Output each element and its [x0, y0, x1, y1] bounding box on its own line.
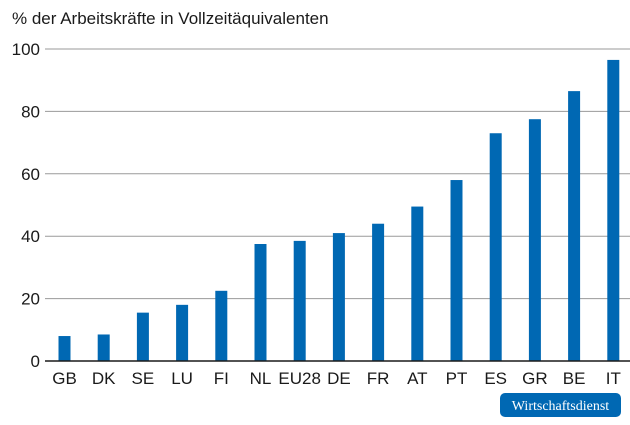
- x-axis-tick-labels: GB DK SE LU FI NL EU28 DE FR AT PT ES GR BE IT: [52, 369, 621, 388]
- x-tick-label-es: ES: [484, 369, 507, 388]
- x-tick-label-se: SE: [132, 369, 155, 388]
- y-tick-label-80: 80: [21, 102, 40, 121]
- bar-gb: [58, 336, 71, 361]
- bar-lu: [176, 304, 189, 361]
- bar-fr: [372, 223, 385, 361]
- x-tick-label-gb: GB: [52, 369, 77, 388]
- x-tick-label-de: DE: [327, 369, 351, 388]
- bar-fi: [215, 290, 228, 361]
- x-tick-label-be: BE: [563, 369, 586, 388]
- x-tick-label-dk: DK: [92, 369, 116, 388]
- bar-gr: [528, 119, 541, 361]
- chart-title: % der Arbeitskräfte in Vollzeitäquivalen…: [12, 9, 329, 28]
- bar-be: [568, 91, 581, 362]
- y-tick-label-40: 40: [21, 227, 40, 246]
- bar-at: [411, 206, 424, 361]
- x-tick-label-pt: PT: [446, 369, 468, 388]
- y-axis-tick-labels: 0 20 40 60 80 100: [12, 40, 40, 371]
- bar-es: [489, 133, 502, 361]
- badge-background: [500, 393, 621, 417]
- y-tick-label-20: 20: [21, 290, 40, 309]
- bar-pt: [450, 180, 463, 361]
- bar-de: [332, 233, 345, 361]
- y-tick-label-0: 0: [31, 352, 40, 371]
- x-tick-label-nl: NL: [250, 369, 272, 388]
- bar-se: [136, 312, 149, 361]
- y-tick-label-60: 60: [21, 165, 40, 184]
- x-tick-label-eu28: EU28: [278, 369, 321, 388]
- bars: [58, 59, 620, 362]
- x-tick-label-gr: GR: [522, 369, 548, 388]
- badge-label: Wirtschaftsdienst: [512, 399, 610, 414]
- x-tick-label-fr: FR: [367, 369, 390, 388]
- y-tick-label-100: 100: [12, 40, 40, 59]
- bar-eu28: [293, 240, 306, 361]
- bar-nl: [254, 244, 267, 361]
- wirtschaftsdienst-badge: Wirtschaftsdienst: [500, 393, 621, 417]
- x-tick-label-lu: LU: [171, 369, 193, 388]
- x-tick-label-at: AT: [407, 369, 427, 388]
- x-tick-label-it: IT: [606, 369, 621, 388]
- x-tick-label-fi: FI: [214, 369, 229, 388]
- bar-it: [607, 59, 620, 362]
- bar-dk: [97, 334, 110, 361]
